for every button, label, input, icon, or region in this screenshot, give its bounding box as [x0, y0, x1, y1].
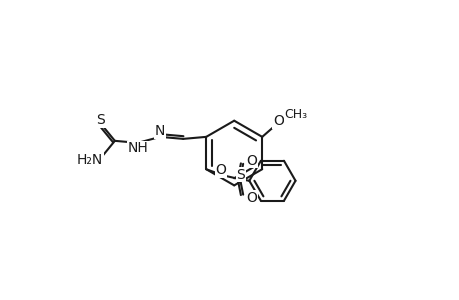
- Text: H₂N: H₂N: [77, 153, 103, 167]
- Text: O: O: [215, 163, 226, 177]
- Text: O: O: [246, 191, 257, 205]
- Text: S: S: [236, 168, 245, 182]
- Text: CH₃: CH₃: [284, 108, 307, 121]
- Text: N: N: [155, 124, 165, 139]
- Text: NH: NH: [127, 141, 148, 155]
- Text: S: S: [96, 113, 105, 127]
- Text: O: O: [246, 154, 257, 168]
- Text: O: O: [272, 115, 283, 128]
